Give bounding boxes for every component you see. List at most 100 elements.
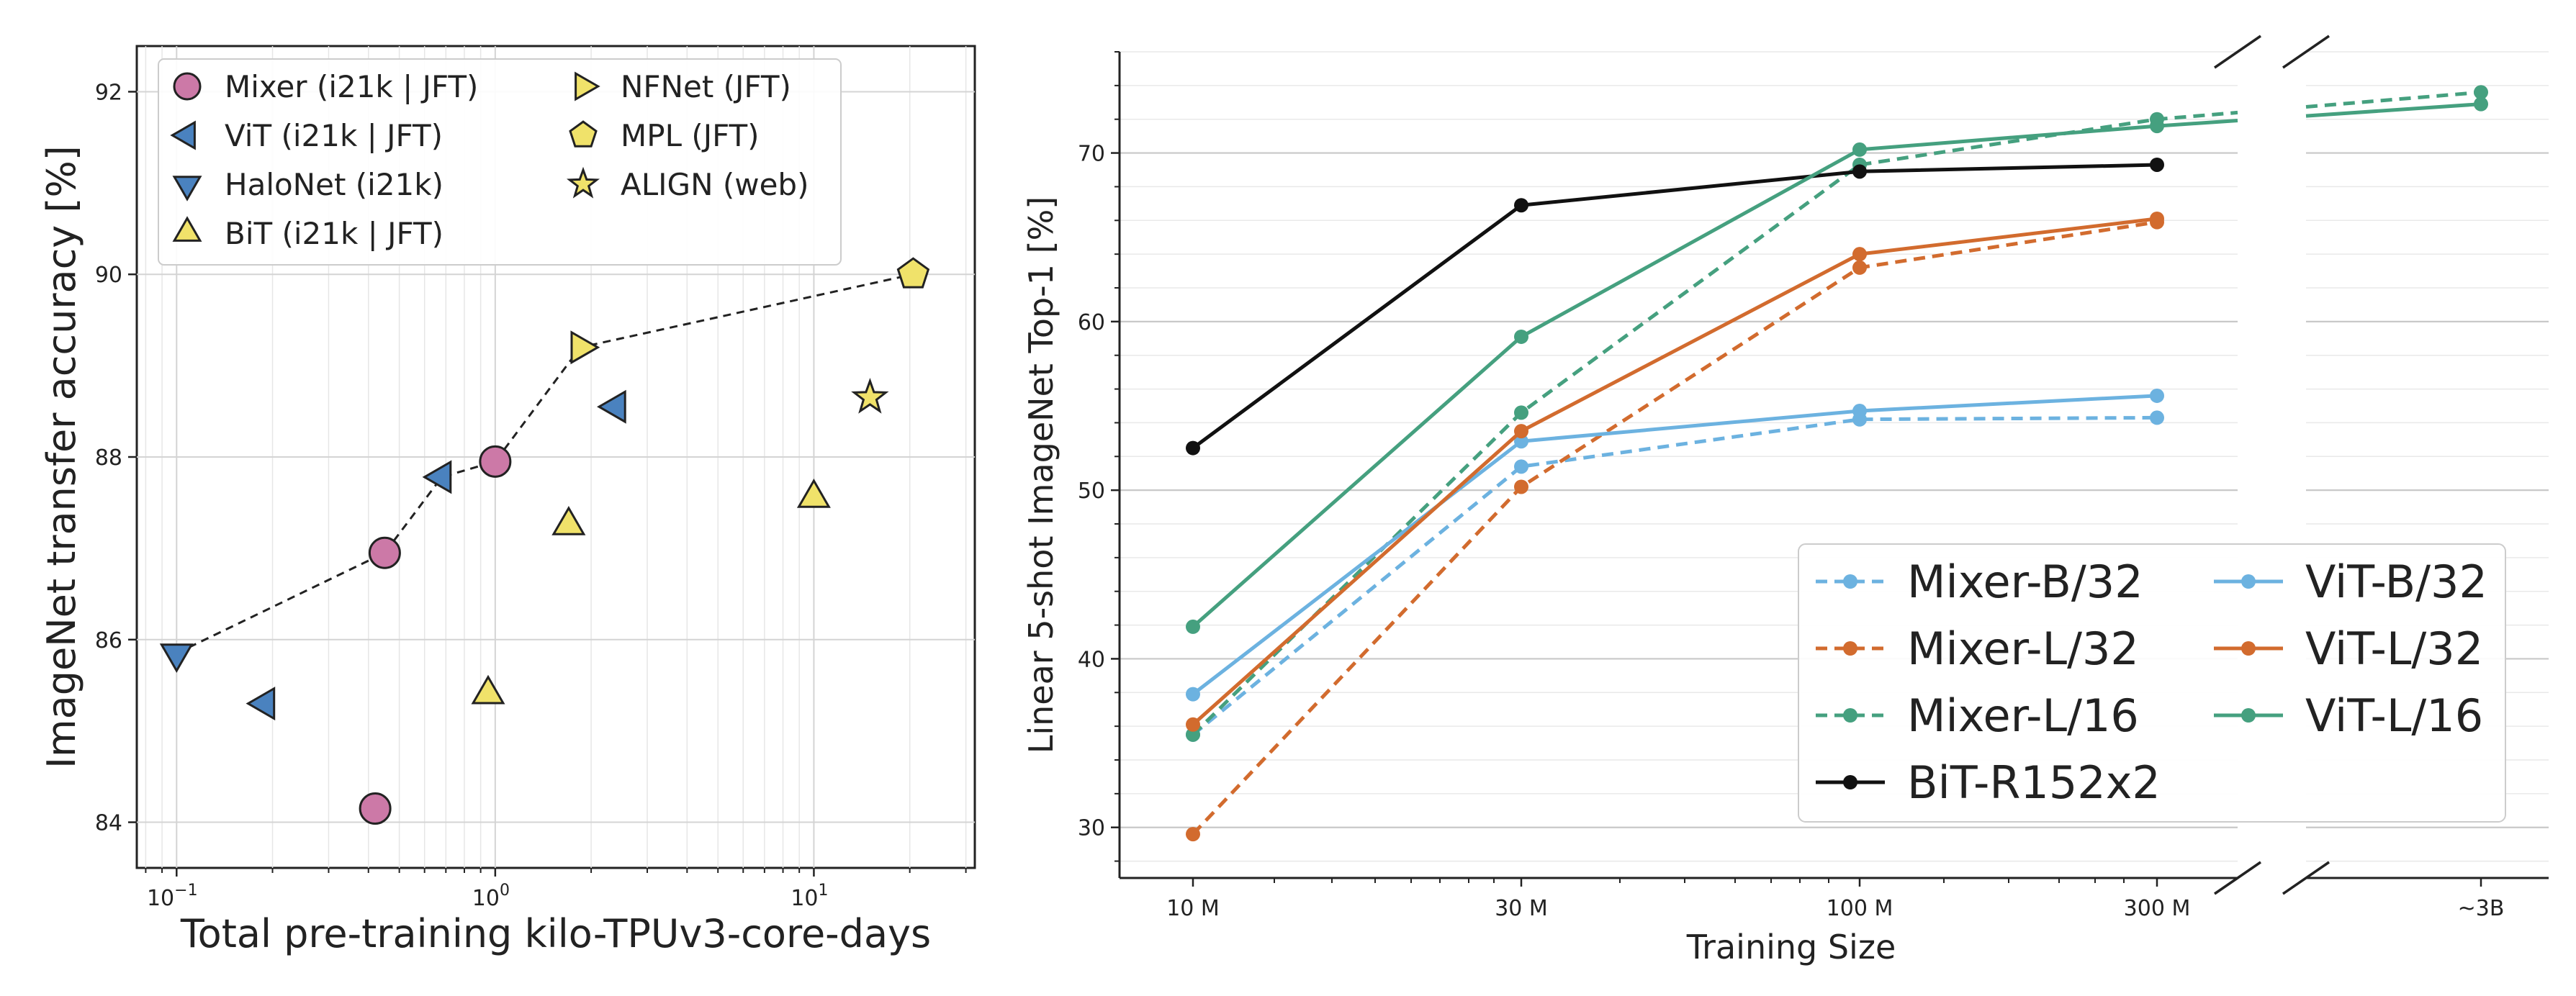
vit-b-32-point [2150, 388, 2164, 403]
mixer-l-16-line [1192, 110, 2238, 736]
bit-i21k-jft-legend-label: BiT (i21k | JFT) [225, 216, 443, 251]
right-y-axis-title: Linear 5-shot ImageNet Top-1 [%] [1022, 196, 1060, 754]
mixer-l-16-point [2474, 85, 2488, 100]
align-web-point [851, 377, 889, 414]
right-legend: Mixer-B/32 Mixer-L/32 Mixer-L/16 BiT-R152x2… [1798, 543, 2506, 823]
mpl-jft-point [896, 257, 930, 289]
bit-r152x2-legend-marker [1843, 775, 1857, 789]
vit-l-32-point [1186, 717, 1200, 732]
mixer-l-32-legend-marker [1843, 641, 1857, 656]
x-tick-label: 10 M [1166, 896, 1220, 921]
right-legend-box [1798, 543, 2506, 823]
mixer-l-16-line-after-break [2305, 90, 2482, 109]
mixer-l-16-legend-marker [1843, 708, 1857, 723]
bit-r152x2-line [1192, 163, 2158, 450]
vit-l-32-legend-marker [2241, 641, 2256, 656]
vit-i21k-jft-legend-marker [170, 120, 196, 150]
bit-r152x2-legend-label: BiT-R152x2 [1907, 756, 2161, 809]
y-tick-label: 86 [95, 628, 122, 653]
x-tick-label: 101 [791, 882, 828, 911]
vit-l-16-point [2150, 119, 2164, 134]
mixer-b-32-point [1514, 459, 1528, 474]
mixer-b-32-point [2150, 410, 2164, 425]
left-frontier [176, 273, 914, 655]
vit-b-32-legend-label: ViT-B/32 [2305, 556, 2487, 608]
mixer-b-32-legend-marker [1843, 574, 1857, 589]
vit-b-32-point [1852, 404, 1867, 419]
y-tick-label: 92 [95, 80, 122, 105]
bit-r152x2-point [1514, 198, 1528, 213]
pareto-frontier-line [176, 273, 914, 655]
bit-r152x2-point [2150, 157, 2164, 172]
vit-b-32-point [1186, 687, 1200, 702]
vit-l-32-point [1514, 424, 1528, 439]
left-chart: 10−1 100 101 84 86 88 90 92 Mixer (i21k | JFT) V… [39, 45, 976, 956]
vit-i21k-jft-point [246, 687, 276, 721]
vit-l-16-point [1514, 329, 1528, 344]
mixer-l-32-line [1192, 220, 2158, 836]
x-tick-label: 100 M [1827, 896, 1893, 921]
nfnet-jft-legend-marker [575, 71, 600, 101]
vit-l-16-legend-label: ViT-L/16 [2305, 689, 2483, 742]
left-points [159, 257, 930, 825]
vit-i21k-jft-point [422, 460, 452, 494]
y-tick-label: 90 [95, 263, 122, 288]
x-tick-label: 300 M [2124, 896, 2191, 921]
left-legend: Mixer (i21k | JFT) ViT (i21k | JFT) HaloNe… [158, 58, 842, 266]
mixer-l-16-point [1186, 727, 1200, 742]
y-tick-label: 60 [1078, 310, 1105, 335]
left-y-axis-title: ImageNet transfer accuracy [%] [39, 145, 84, 769]
nfnet-jft-legend-label: NFNet (JFT) [621, 69, 791, 104]
axis-break-mark [2214, 35, 2261, 69]
vit-l-16-point [1186, 619, 1200, 634]
mixer-l-16-legend-label: Mixer-L/16 [1907, 689, 2139, 742]
vit-l-16-line-after-break [2305, 102, 2482, 118]
y-tick-label: 30 [1078, 816, 1105, 841]
vit-i21k-jft-legend-label: ViT (i21k | JFT) [225, 118, 443, 153]
mixer-i21k-jft-point [359, 792, 392, 825]
y-tick-label: 50 [1078, 479, 1105, 504]
halonet-i21k-point [159, 643, 194, 674]
mixer-i21k-jft-point [479, 445, 512, 478]
x-tick-label: 10−1 [147, 882, 198, 911]
right-x-axis-title: Training Size [1686, 928, 1896, 966]
mpl-jft-legend-label: MPL (JFT) [621, 118, 760, 153]
vit-l-32-line [1192, 217, 2158, 726]
y-tick-label: 88 [95, 445, 122, 471]
bit-i21k-jft-legend-marker [172, 216, 202, 242]
vit-l-16-legend-marker [2241, 708, 2256, 723]
nfnet-jft-point [570, 330, 600, 365]
mixer-b-32-legend-label: Mixer-B/32 [1907, 556, 2143, 608]
halonet-i21k-legend-marker [172, 176, 202, 202]
bit-i21k-jft-point [796, 478, 831, 508]
axis-break-mark [2282, 35, 2330, 69]
vit-l-32-point [1852, 247, 1867, 262]
mixer-l-32-point [1186, 827, 1200, 842]
mpl-jft-legend-marker [569, 120, 598, 148]
vit-b-32-legend-marker [2241, 574, 2256, 589]
left-ticks: 10−1 100 101 84 86 88 90 92 [95, 80, 967, 911]
mixer-b-32-line [1192, 415, 2158, 736]
right-axes: 30 40 50 60 70 10 M 30 M 100 M 300 M ~3B [1078, 35, 2549, 921]
mixer-l-16-point [1514, 405, 1528, 420]
vit-b-32-point [1514, 434, 1528, 449]
mixer-l-32-point [1514, 479, 1528, 494]
mixer-l-32-legend-label: Mixer-L/32 [1907, 622, 2139, 675]
bit-i21k-jft-point [551, 506, 586, 535]
vit-l-16-point [1852, 142, 1867, 157]
y-tick-label: 40 [1078, 647, 1105, 672]
x-tick-label: ~3B [2458, 896, 2505, 921]
x-tick-label: 30 M [1495, 896, 1548, 921]
left-legend-box [158, 58, 842, 266]
halonet-i21k-legend-label: HaloNet (i21k) [225, 167, 443, 202]
align-web-legend-marker [567, 166, 600, 199]
bit-r152x2-point [1852, 164, 1867, 179]
mixer-l-32-point [1852, 260, 1867, 275]
vit-l-32-legend-label: ViT-L/32 [2305, 622, 2483, 675]
right-lines [1186, 85, 2488, 842]
y-tick-label: 70 [1078, 142, 1105, 167]
vit-b-32-line [1192, 394, 2158, 696]
mixer-i21k-jft-legend-label: Mixer (i21k | JFT) [225, 69, 478, 104]
left-x-axis-title: Total pre-training kilo-TPUv3-core-days [180, 911, 931, 956]
